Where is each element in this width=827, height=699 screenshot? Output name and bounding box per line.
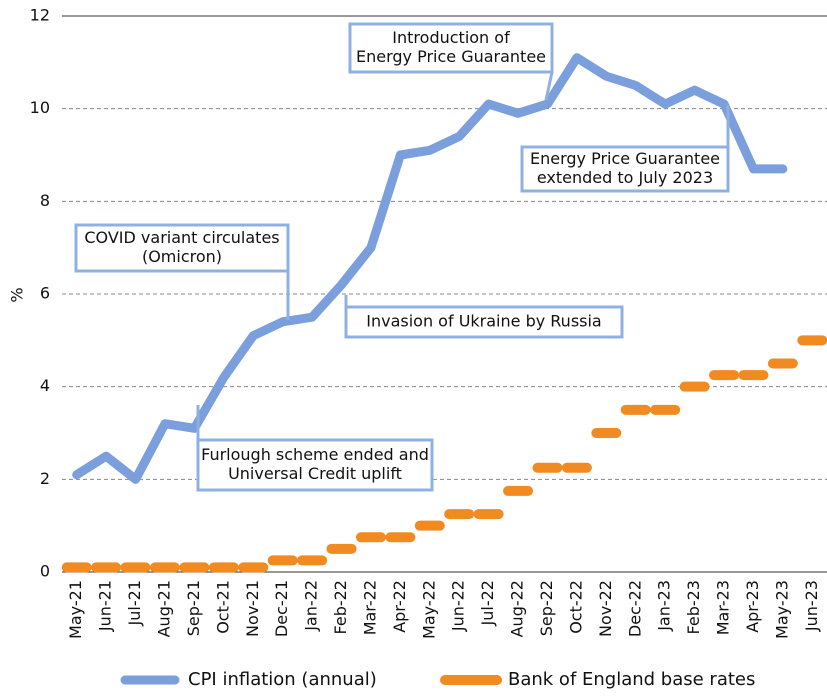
- annotation-text: Introduction of: [392, 28, 510, 47]
- annotation-text: extended to July 2023: [537, 168, 713, 187]
- y-tick-label: 10: [30, 98, 50, 117]
- annotation-connector: [544, 71, 554, 101]
- y-tick-label: 6: [40, 284, 50, 303]
- legend-label: CPI inflation (annual): [188, 669, 377, 690]
- x-tick-label: Mar-23: [714, 580, 733, 635]
- x-tick-label: Jan-22: [302, 580, 321, 632]
- annotation-text: Universal Credit uplift: [228, 464, 402, 483]
- x-tick-label: Apr-23: [743, 580, 762, 633]
- y-tick-label: 8: [40, 191, 50, 210]
- annotation-box: [74, 223, 290, 273]
- x-tick-label: Jun-21: [96, 580, 115, 632]
- annotation-text: Invasion of Ukraine by Russia: [366, 312, 601, 331]
- x-tick-label: Nov-22: [596, 580, 615, 637]
- x-tick-label: Apr-22: [390, 580, 409, 633]
- x-tick-label: Jul-21: [125, 580, 144, 626]
- cpi-line: [72, 53, 788, 484]
- x-tick-label: May-21: [66, 580, 85, 639]
- y-tick-label: 2: [40, 469, 50, 488]
- x-tick-label: Jun-23: [802, 580, 821, 632]
- x-tick-label: Feb-23: [684, 580, 703, 634]
- x-tick-label: Jul-22: [478, 580, 497, 626]
- x-tick-label: May-23: [772, 580, 791, 639]
- annotation-text: COVID variant circulates: [84, 228, 279, 247]
- annotation-box: [348, 22, 554, 74]
- x-tick-label: Dec-21: [272, 580, 291, 637]
- annotation-box: [344, 305, 624, 339]
- legend-label: Bank of England base rates: [508, 669, 755, 690]
- y-axis-label: %: [8, 287, 27, 302]
- x-tick-label: Nov-21: [243, 580, 262, 637]
- x-tick-label: Sep-21: [184, 580, 203, 636]
- annotation-box: [520, 145, 730, 193]
- x-tick-label: Dec-22: [625, 580, 644, 637]
- x-tick-label: Jan-23: [655, 580, 674, 632]
- annotation-text: (Omicron): [142, 247, 222, 266]
- x-tick-label: Jun-22: [449, 580, 468, 632]
- x-tick-label: Feb-22: [331, 580, 350, 634]
- x-tick-label: May-22: [419, 580, 438, 639]
- x-tick-label: Sep-22: [537, 580, 556, 636]
- annotation-text: Energy Price Guarantee: [356, 47, 546, 66]
- x-tick-label: Oct-22: [566, 580, 585, 634]
- y-tick-label: 4: [40, 376, 50, 395]
- x-tick-label: Aug-21: [154, 580, 173, 637]
- annotation-text: Furlough scheme ended and: [201, 445, 429, 464]
- x-tick-label: Aug-22: [508, 580, 527, 637]
- annotation-box: [196, 438, 434, 492]
- y-tick-label: 12: [30, 6, 50, 25]
- x-tick-label: Mar-22: [360, 580, 379, 635]
- x-tick-label: Oct-21: [213, 580, 232, 634]
- annotation-text: Energy Price Guarantee: [530, 149, 720, 168]
- y-tick-label: 0: [40, 562, 50, 581]
